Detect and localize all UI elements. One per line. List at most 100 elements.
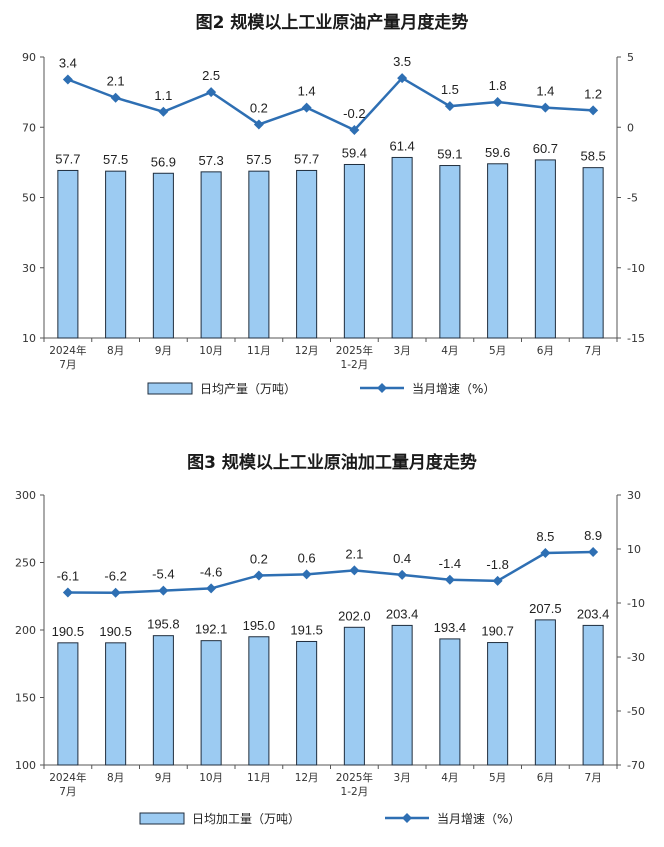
chart-svg: 10 30 50 70 90 -15 -10 -5 0 5 2024年 7月 8月 9月 10月 11月 12月… xyxy=(22,51,645,396)
line-point-marker xyxy=(349,565,360,576)
bar-data-label: 57.5 xyxy=(246,152,271,167)
x-axis-tick-label: 12月 xyxy=(295,772,319,784)
line-point-marker xyxy=(253,570,264,581)
line-data-label: 1.5 xyxy=(441,82,459,97)
line-point-marker xyxy=(110,92,121,103)
bar xyxy=(296,640,318,766)
x-axis-tick-label: 1-2月 xyxy=(341,786,369,798)
legend-line-label: 当月增速（%） xyxy=(412,382,495,396)
bar xyxy=(582,167,604,339)
bar-data-label: 195.8 xyxy=(147,617,180,632)
bar xyxy=(439,638,461,766)
legend-line-label: 当月增速（%） xyxy=(437,812,520,826)
bar-data-label: 57.5 xyxy=(103,152,128,167)
bar xyxy=(391,624,413,766)
left-axis-tick-label: 200 xyxy=(15,624,36,637)
bar xyxy=(152,635,174,766)
x-axis-tick-label: 10月 xyxy=(199,772,223,784)
right-axis-tick-label: -10 xyxy=(627,262,645,275)
bar-data-label: 57.7 xyxy=(55,151,80,166)
growth-line xyxy=(67,76,594,132)
left-axis-tick-label: 150 xyxy=(15,692,36,705)
x-axis-tick-label: 3月 xyxy=(394,772,411,784)
line-point-marker xyxy=(253,119,264,130)
bar-data-label: 190.5 xyxy=(99,624,132,639)
bar-data-label: 190.5 xyxy=(52,624,85,639)
right-axis-tick-label: -15 xyxy=(627,332,645,345)
line-point-marker xyxy=(158,585,169,596)
x-axis-tick-label: 4月 xyxy=(441,345,458,357)
left-axis-tick-label: 70 xyxy=(22,121,36,134)
line-point-marker xyxy=(397,73,408,84)
bar xyxy=(391,156,413,339)
left-axis-tick-label: 10 xyxy=(22,332,36,345)
line-data-label: 2.1 xyxy=(107,74,125,89)
right-axis-tick-label: 0 xyxy=(627,121,634,134)
bar xyxy=(57,169,79,339)
x-axis-tick-label: 11月 xyxy=(247,345,271,357)
bar xyxy=(248,170,270,339)
x-axis-tick-label: 2024年 xyxy=(49,771,86,784)
bar-data-label: 59.6 xyxy=(485,145,510,160)
bar xyxy=(200,171,222,339)
bar-data-label: 202.0 xyxy=(338,608,371,623)
chart-title: 图2 规模以上工业原油产量月度走势 xyxy=(195,13,469,33)
x-axis-tick-label: 7月 xyxy=(585,772,602,784)
line-point-marker xyxy=(444,101,455,112)
bar xyxy=(57,642,79,766)
x-axis-tick-label: 10月 xyxy=(199,345,223,357)
bar-data-label: 59.1 xyxy=(437,147,462,162)
line-data-label: -6.2 xyxy=(104,569,126,584)
chart-title: 图3 规模以上工业原油加工量月度走势 xyxy=(187,453,477,473)
bar-data-label: 193.4 xyxy=(434,620,467,635)
x-axis-tick-label: 12月 xyxy=(295,345,319,357)
chart-crude-output: 图2 规模以上工业原油产量月度走势 10 30 50 70 90 -15 -10 -5 0 5 20… xyxy=(0,0,664,420)
x-axis-tick-label: 9月 xyxy=(155,772,172,784)
line-data-label: 0.6 xyxy=(298,550,316,565)
bar-data-label: 61.4 xyxy=(389,138,414,153)
line-data-label: -4.6 xyxy=(200,564,222,579)
bar xyxy=(487,163,509,339)
x-axis-tick-label: 8月 xyxy=(107,345,124,357)
line-point-marker xyxy=(206,583,217,594)
x-axis-tick-label: 7月 xyxy=(585,345,602,357)
left-axis-tick-label: 30 xyxy=(22,262,36,275)
line-data-label: 2.5 xyxy=(202,68,220,83)
bar xyxy=(534,619,556,766)
line-point-marker xyxy=(540,102,551,113)
line-data-label: 8.5 xyxy=(536,529,554,544)
bar xyxy=(534,159,556,339)
line-point-marker xyxy=(540,548,551,559)
line-point-marker xyxy=(62,74,73,85)
left-axis-tick-label: 50 xyxy=(22,192,36,205)
line-point-marker xyxy=(397,569,408,580)
line-point-marker xyxy=(588,546,599,557)
x-axis-tick-label: 5月 xyxy=(489,345,506,357)
bar-data-label: 59.4 xyxy=(342,145,367,160)
x-axis-tick-label: 7月 xyxy=(59,786,76,798)
right-axis-tick-label: 10 xyxy=(627,543,641,556)
line-data-label: 1.1 xyxy=(154,88,172,103)
bar-data-label: 190.7 xyxy=(481,624,514,639)
line-point-marker xyxy=(110,587,121,598)
bar xyxy=(248,636,270,766)
bar-data-label: 58.5 xyxy=(580,149,605,164)
right-axis-tick-label: 30 xyxy=(627,489,641,502)
bar xyxy=(152,172,174,339)
line-data-label: 3.5 xyxy=(393,54,411,69)
bar-data-label: 207.5 xyxy=(529,601,562,616)
bar-data-label: 57.7 xyxy=(294,151,319,166)
line-data-label: 0.4 xyxy=(393,551,411,566)
line-data-label: 8.9 xyxy=(584,528,602,543)
left-axis-tick-label: 90 xyxy=(22,51,36,64)
line-point-marker xyxy=(206,87,217,98)
x-axis-tick-label: 7月 xyxy=(59,359,76,371)
x-axis-tick-label: 8月 xyxy=(107,772,124,784)
bar-data-label: 60.7 xyxy=(533,141,558,156)
x-axis-tick-label: 2024年 xyxy=(49,344,86,357)
line-point-marker xyxy=(349,125,360,136)
legend-bar-label: 日均加工量（万吨） xyxy=(192,812,300,826)
bar xyxy=(105,642,127,766)
line-data-label: -5.4 xyxy=(152,567,174,582)
right-axis-tick-label: -10 xyxy=(627,597,645,610)
